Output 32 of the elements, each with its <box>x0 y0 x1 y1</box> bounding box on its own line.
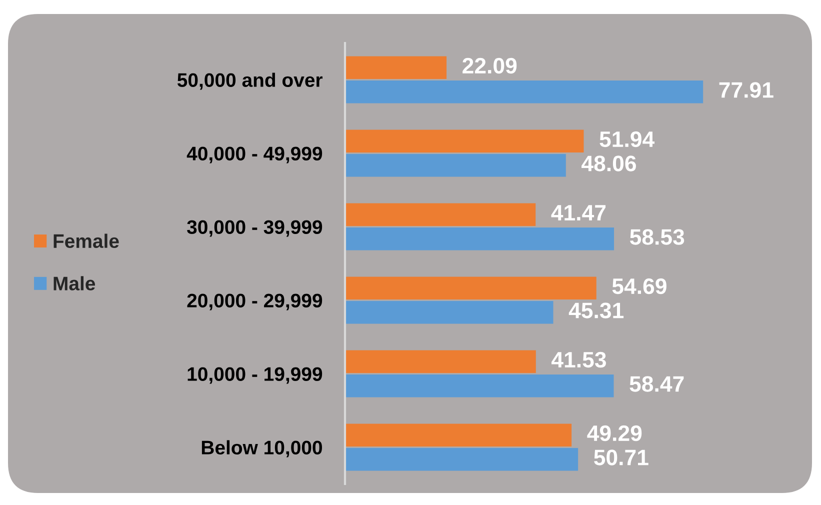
data-label: 41.53 <box>552 352 606 368</box>
legend-label: Male <box>54 276 96 290</box>
y-tick-label: 20,000 - 29,999 <box>187 294 322 310</box>
data-label: 49.29 <box>587 425 642 442</box>
y-tick-label: 30,000 - 39,999 <box>187 220 322 237</box>
y-tick-label: 40,000 - 49,999 <box>186 146 322 164</box>
y-tick-label: 10,000 - 19,999 <box>188 367 322 384</box>
bar <box>345 56 447 80</box>
bar <box>345 276 596 300</box>
y-tick-label: Below 10,000 <box>202 440 322 458</box>
bar <box>345 448 578 471</box>
data-label: 45.31 <box>568 302 624 318</box>
data-label: 41.47 <box>551 205 606 220</box>
bar <box>345 203 536 226</box>
bar <box>345 154 566 177</box>
bar <box>345 130 584 153</box>
legend-label: Female <box>54 234 119 248</box>
data-label: 54.69 <box>612 278 666 294</box>
data-label: 22.09 <box>462 58 517 74</box>
data-label: 50.71 <box>594 450 648 466</box>
bar <box>345 227 614 250</box>
y-tick-label: 50,000 and over <box>177 72 322 90</box>
bar <box>345 300 554 324</box>
bar <box>345 424 572 447</box>
bar <box>345 374 614 398</box>
bar <box>345 80 704 104</box>
data-label: 58.53 <box>630 229 684 245</box>
data-label: 58.47 <box>630 376 684 392</box>
data-label: 77.91 <box>719 82 774 98</box>
data-label: 51.94 <box>600 131 654 148</box>
data-label: 48.06 <box>582 156 636 172</box>
bar <box>345 350 536 374</box>
